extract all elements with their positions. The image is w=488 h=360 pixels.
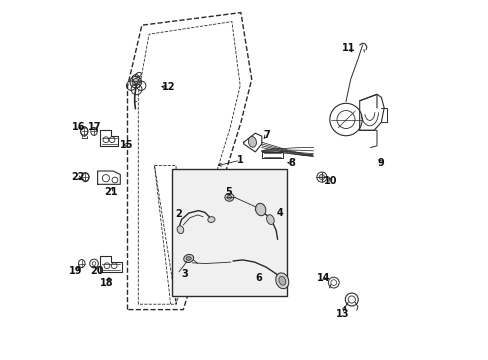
Ellipse shape [177,226,183,234]
Text: 3: 3 [182,269,188,279]
Text: 12: 12 [162,82,175,92]
Ellipse shape [183,255,193,262]
Ellipse shape [278,276,285,285]
Text: 17: 17 [88,122,102,132]
Text: 15: 15 [120,140,133,150]
Circle shape [132,78,139,86]
Ellipse shape [186,257,191,260]
Text: 18: 18 [100,278,114,288]
Text: 4: 4 [276,208,283,218]
Text: 13: 13 [335,309,348,319]
Text: 6: 6 [255,273,262,283]
Ellipse shape [275,273,288,289]
Text: 7: 7 [263,130,270,140]
Ellipse shape [255,203,265,216]
Ellipse shape [266,215,274,225]
Text: 14: 14 [316,273,330,283]
FancyBboxPatch shape [172,169,286,296]
Ellipse shape [227,195,231,199]
Text: 20: 20 [90,266,103,276]
Ellipse shape [224,193,233,201]
Text: 9: 9 [377,158,384,168]
Text: 5: 5 [225,186,232,197]
Text: 22: 22 [71,172,85,182]
Text: 19: 19 [69,266,82,276]
Text: 21: 21 [103,186,117,197]
Text: 16: 16 [72,122,85,132]
Text: 2: 2 [175,209,182,219]
Text: 8: 8 [288,158,295,168]
Ellipse shape [248,136,256,147]
Text: 10: 10 [324,176,337,186]
Ellipse shape [207,217,215,222]
Ellipse shape [319,175,324,180]
Text: 11: 11 [342,42,355,53]
Text: 1: 1 [236,155,243,165]
